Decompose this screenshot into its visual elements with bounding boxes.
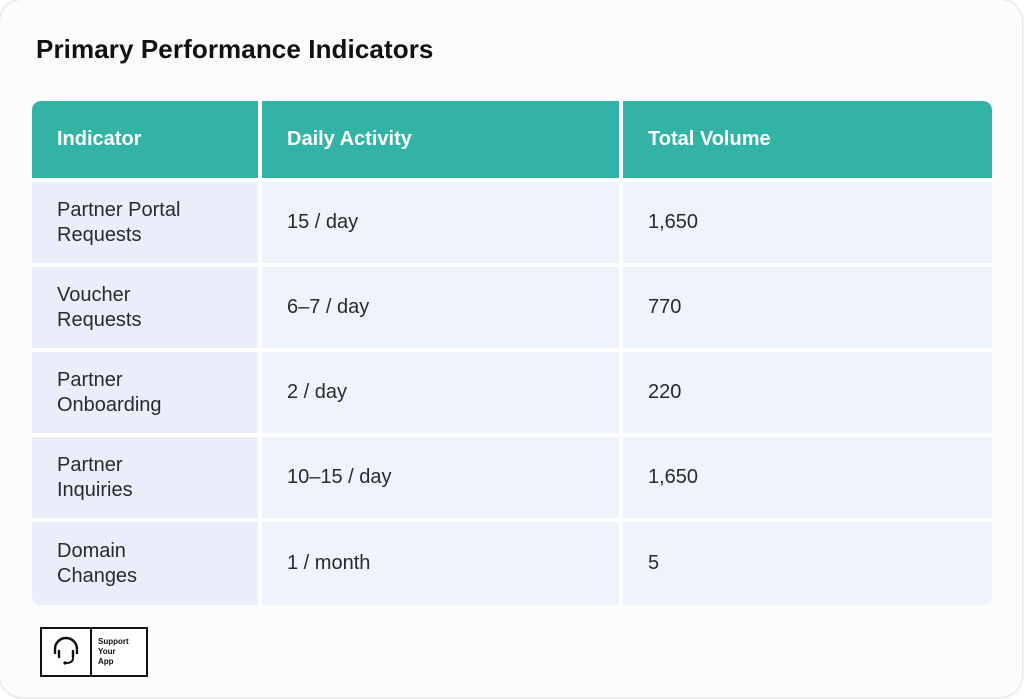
column-header-indicator: Indicator: [32, 101, 262, 182]
indicator-cell: Voucher Requests: [32, 265, 262, 352]
total-volume-cell: 220: [621, 350, 992, 437]
total-volume-cell: 770: [621, 265, 992, 352]
indicator-line: Requests: [57, 223, 142, 246]
table-header-row: Indicator Daily Activity Total Volume: [32, 101, 992, 182]
daily-activity-cell: 1 / month: [260, 520, 623, 605]
indicator-line: Changes: [57, 564, 138, 587]
logo-line: Support: [98, 637, 129, 646]
logo-wordmark: Support Your App: [92, 629, 146, 675]
indicator-line: Partner: [57, 368, 123, 391]
indicator-cell: Partner Portal Requests: [32, 180, 262, 267]
logo-line: App: [98, 657, 114, 666]
page-title: Primary Performance Indicators: [36, 34, 434, 64]
indicator-cell: Partner Inquiries: [32, 435, 262, 522]
daily-activity-cell: 2 / day: [260, 350, 623, 437]
daily-activity-cell: 15 / day: [260, 180, 623, 267]
kpi-table: Indicator Daily Activity Total Volume Pa…: [32, 101, 992, 605]
indicator-cell: Domain Changes: [32, 520, 262, 605]
table-row: Partner Inquiries 10–15 / day 1,650: [32, 435, 992, 522]
daily-activity-cell: 6–7 / day: [260, 265, 623, 352]
indicator-line: Domain: [57, 539, 126, 562]
table-row: Voucher Requests 6–7 / day 770: [32, 265, 992, 352]
table-row: Partner Onboarding 2 / day 220: [32, 350, 992, 437]
daily-activity-cell: 10–15 / day: [260, 435, 623, 522]
total-volume-cell: 1,650: [621, 180, 992, 267]
indicator-cell: Partner Onboarding: [32, 350, 262, 437]
support-your-app-logo: Support Your App: [40, 627, 148, 677]
indicator-line: Partner Portal: [57, 198, 181, 221]
indicator-line: Voucher: [57, 283, 131, 306]
column-header-daily-activity: Daily Activity: [260, 101, 623, 182]
total-volume-cell: 1,650: [621, 435, 992, 522]
indicator-line: Requests: [57, 308, 142, 331]
table-row: Domain Changes 1 / month 5: [32, 520, 992, 605]
indicator-line: Onboarding: [57, 393, 162, 416]
total-volume-cell: 5: [621, 520, 992, 605]
logo-line: Your: [98, 647, 116, 656]
indicator-line: Partner: [57, 453, 123, 476]
column-header-total-volume: Total Volume: [621, 101, 992, 182]
headset-icon: [42, 629, 92, 675]
table-row: Partner Portal Requests 15 / day 1,650: [32, 180, 992, 267]
indicator-line: Inquiries: [57, 478, 133, 501]
